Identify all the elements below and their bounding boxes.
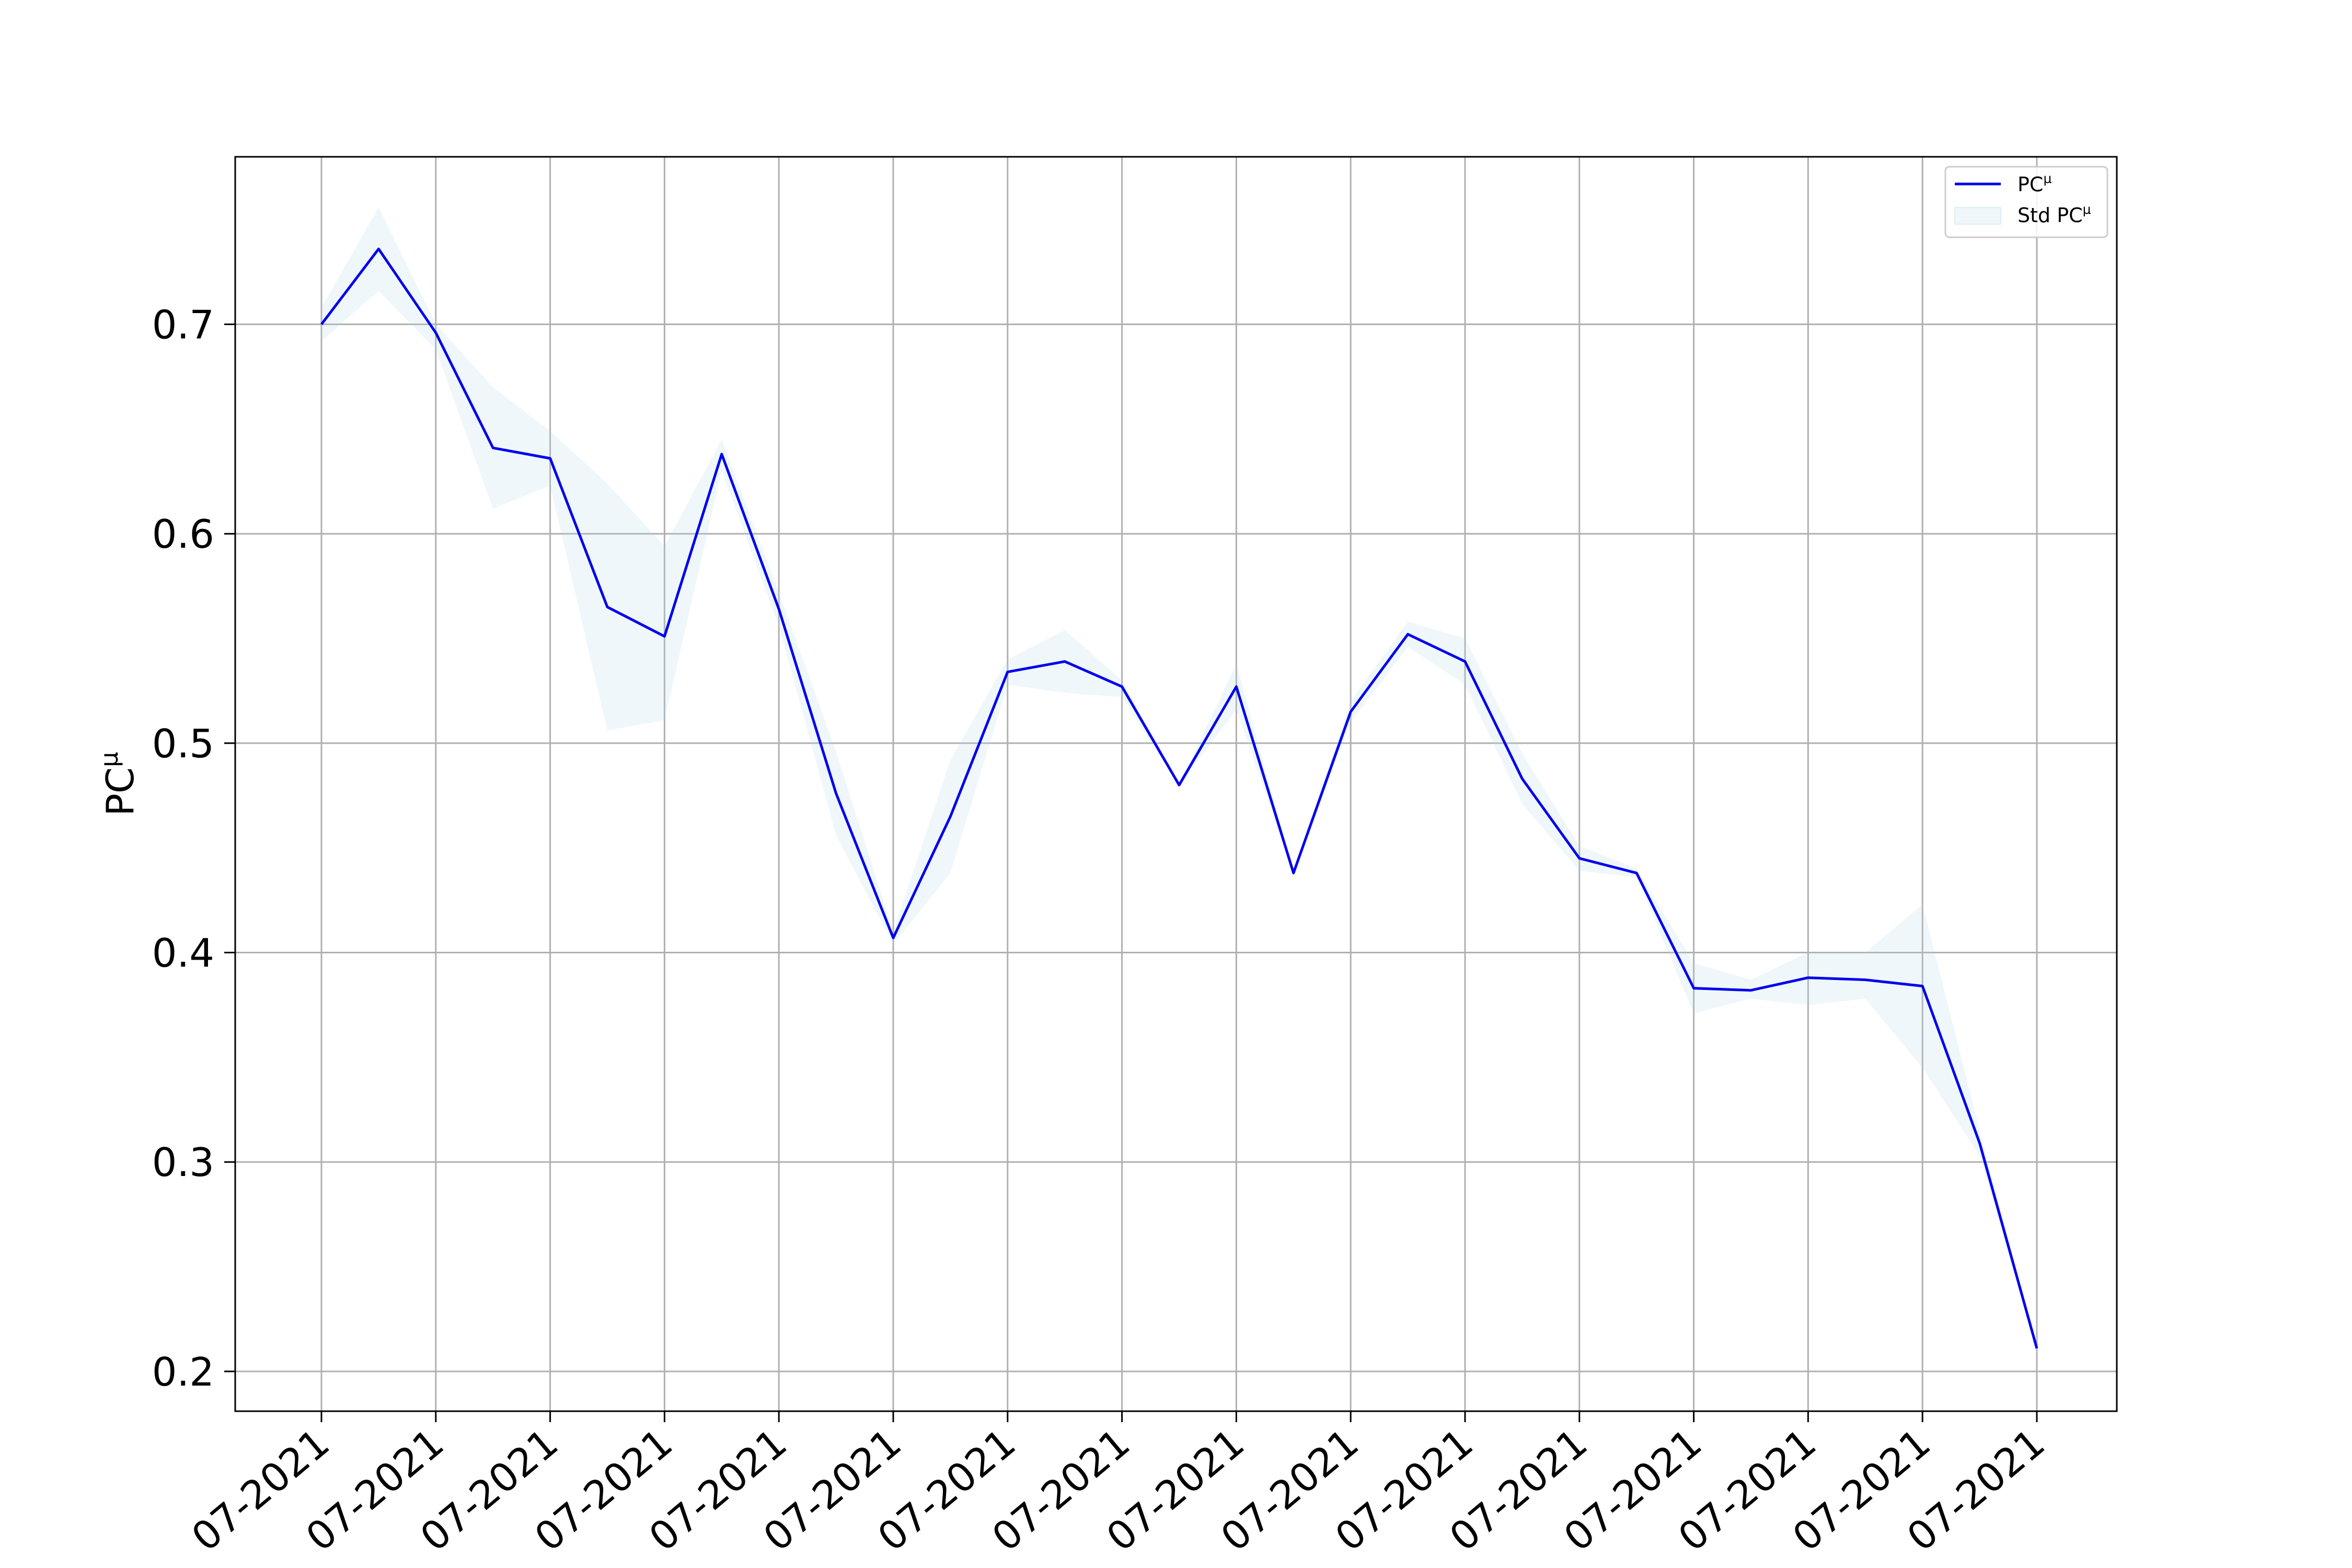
y-axis-label: PCμ [95,752,142,816]
legend-label-mean: PCμ [2017,171,2051,196]
legend-label-std-superscript: μ [2083,202,2091,217]
legend-swatch-band [1954,207,2001,225]
y-tick-label: 0.7 [152,302,214,348]
y-tick-label: 0.4 [152,930,214,976]
legend: PCμ Std PCμ [1944,166,2108,238]
plot-area-frame [234,156,2118,1412]
y-tick-label: 0.3 [152,1139,214,1185]
grid [235,157,2117,1411]
legend-label-mean-base: PC [2017,173,2043,196]
legend-label-std-base: Std PC [2017,204,2083,227]
y-tick-label: 0.5 [152,721,214,767]
mean-line [320,247,2038,1349]
y-tick-label: 0.2 [152,1349,214,1395]
legend-label-mean-superscript: μ [2043,171,2051,186]
y-tick-label: 0.6 [152,511,214,557]
y-axis-label-base: PC [98,767,142,816]
y-axis: 0.2 0.3 0.4 0.5 0.6 0.7 [152,302,235,1395]
legend-label-std: Std PCμ [2017,202,2091,227]
mean-line-path [320,247,2038,1349]
y-axis-label-superscript: μ [95,752,123,767]
